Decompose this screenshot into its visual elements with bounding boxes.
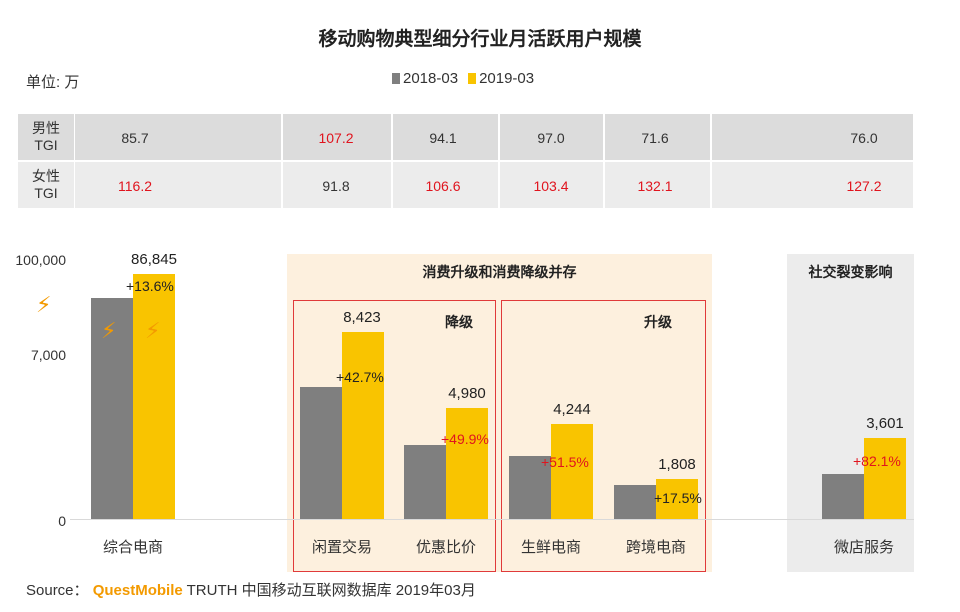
downgrade-box [293, 300, 496, 572]
social-title: 社交裂变影响 [808, 264, 893, 280]
bar-2018-生鲜电商 [509, 456, 551, 519]
source-line: Source： QuestMobile TRUTH 中国移动互联网数据库 201… [26, 579, 476, 600]
consumption-title: 消费升级和消费降级并存 [422, 264, 577, 280]
legend-item-2019: 2019-03 [468, 70, 534, 87]
bar-2019-闲置交易 [342, 332, 384, 519]
social-panel [787, 254, 914, 572]
bar-2018-优惠比价 [404, 445, 446, 519]
upgrade-title: 升级 [644, 314, 672, 330]
growth-label-0: +13.6% [126, 278, 174, 294]
bar-2018-闲置交易 [300, 387, 342, 519]
value-label-2: 4,980 [448, 385, 486, 402]
bar-break-icon: ⚡ [101, 318, 117, 343]
category-label-4: 跨境电商 [625, 539, 686, 556]
category-label-3: 生鲜电商 [520, 539, 581, 556]
y-tick-1: 7,000 [30, 347, 66, 363]
category-label-5: 微店服务 [833, 539, 894, 556]
tgi-female-4: 132.1 [637, 178, 673, 194]
bar-2019-综合电商 [133, 274, 175, 519]
tgi-male-2: 94.1 [429, 130, 457, 146]
y-tick-0: 100,000 [15, 252, 66, 268]
growth-label-4: +17.5% [654, 490, 702, 506]
value-label-3: 4,244 [553, 401, 591, 418]
tgi-female-1: 91.8 [322, 178, 350, 194]
legend-label-2019: 2019-03 [479, 70, 535, 87]
bar-2019-微店服务 [864, 438, 906, 519]
value-label-5: 3,601 [866, 415, 904, 432]
tgi-male-5: 76.0 [850, 130, 878, 146]
chart-title: 移动购物典型细分行业月活跃用户规模 [318, 29, 642, 50]
baseline [70, 519, 914, 520]
tgi-male-3: 97.0 [537, 130, 565, 146]
bar-2018-综合电商 [91, 298, 133, 519]
tgi-female-2: 106.6 [425, 178, 461, 194]
tgi-female-label: 女性 TGI [32, 168, 60, 201]
legend-item-2018: 2018-03 [392, 70, 458, 87]
value-label-4: 1,808 [658, 456, 696, 473]
tgi-male-label: 男性 TGI [32, 120, 60, 153]
y-tick-2: 0 [58, 513, 66, 529]
upgrade-box [501, 300, 706, 572]
axis-break-icon: ⚡ [36, 292, 52, 317]
tgi-male-0: 85.7 [121, 130, 149, 146]
tgi-female-5: 127.2 [846, 178, 882, 194]
source-brand: QuestMobile [92, 582, 183, 599]
downgrade-title: 降级 [445, 314, 473, 330]
tgi-female-3: 103.4 [533, 178, 569, 194]
bar-2019-生鲜电商 [551, 424, 593, 519]
growth-label-3: +51.5% [541, 454, 589, 470]
source-prefix: Source： [26, 582, 89, 599]
bar-2018-跨境电商 [614, 485, 656, 519]
legend-label-2018: 2018-03 [403, 70, 459, 87]
value-label-1: 8,423 [343, 309, 381, 326]
growth-label-2: +49.9% [441, 431, 489, 447]
legend-swatch-2018 [392, 73, 400, 84]
tgi-male-row: 男性 TGI [18, 114, 913, 160]
category-label-0: 综合电商 [102, 539, 163, 556]
legend: 2018-03 2019-03 [392, 70, 544, 87]
legend-swatch-2019 [468, 73, 477, 84]
bar-2019-跨境电商 [656, 479, 698, 519]
growth-label-5: +82.1% [853, 453, 901, 469]
source-rest: TRUTH 中国移动互联网数据库 2019年03月 [186, 582, 476, 599]
tgi-female-row: 女性 TGI [18, 162, 913, 208]
tgi-male-1: 107.2 [318, 130, 354, 146]
bar-2019-优惠比价 [446, 408, 488, 519]
bar-break-icon: ⚡ [145, 318, 161, 343]
growth-label-1: +42.7% [336, 369, 384, 385]
category-label-2: 优惠比价 [415, 539, 476, 556]
unit-label: 单位: 万 [26, 74, 80, 91]
tgi-female-0: 116.2 [118, 178, 152, 194]
value-label-0: 86,845 [131, 251, 177, 268]
category-label-1: 闲置交易 [311, 539, 372, 556]
bar-2018-微店服务 [822, 474, 864, 519]
tgi-male-4: 71.6 [641, 130, 669, 146]
